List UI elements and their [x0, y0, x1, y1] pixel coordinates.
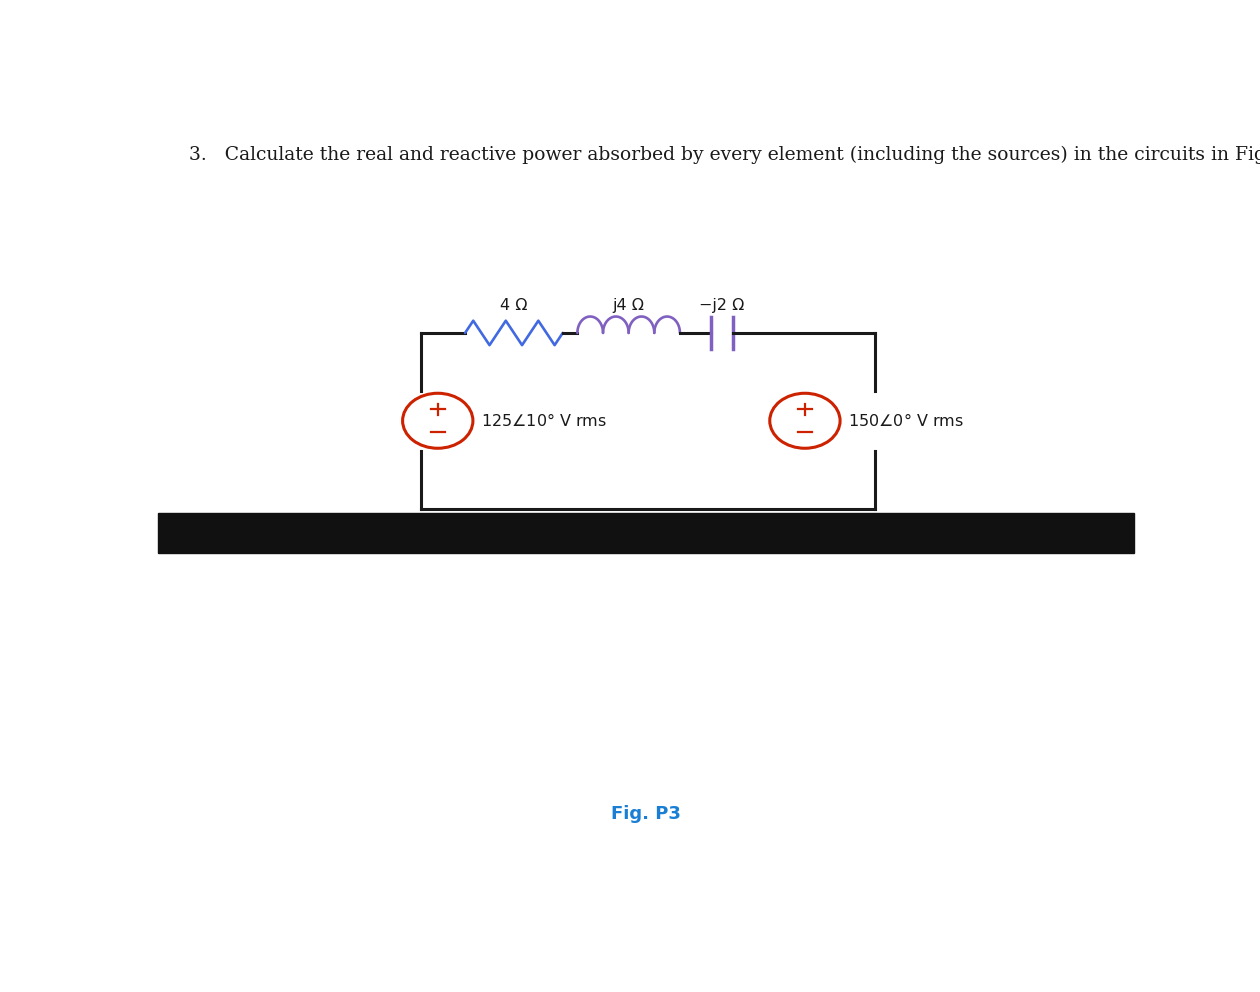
Text: −j2 Ω: −j2 Ω — [699, 298, 745, 313]
Text: $150\angle0°$ V rms: $150\angle0°$ V rms — [848, 413, 964, 430]
Text: j4 Ω: j4 Ω — [612, 298, 645, 313]
Text: $125\angle10°$ V rms: $125\angle10°$ V rms — [481, 413, 607, 430]
Text: Fig. P3: Fig. P3 — [611, 806, 680, 823]
Text: 3.   Calculate the real and reactive power absorbed by every element (including : 3. Calculate the real and reactive power… — [189, 146, 1260, 164]
Bar — [158, 513, 1134, 553]
Text: 4 Ω: 4 Ω — [500, 298, 528, 313]
